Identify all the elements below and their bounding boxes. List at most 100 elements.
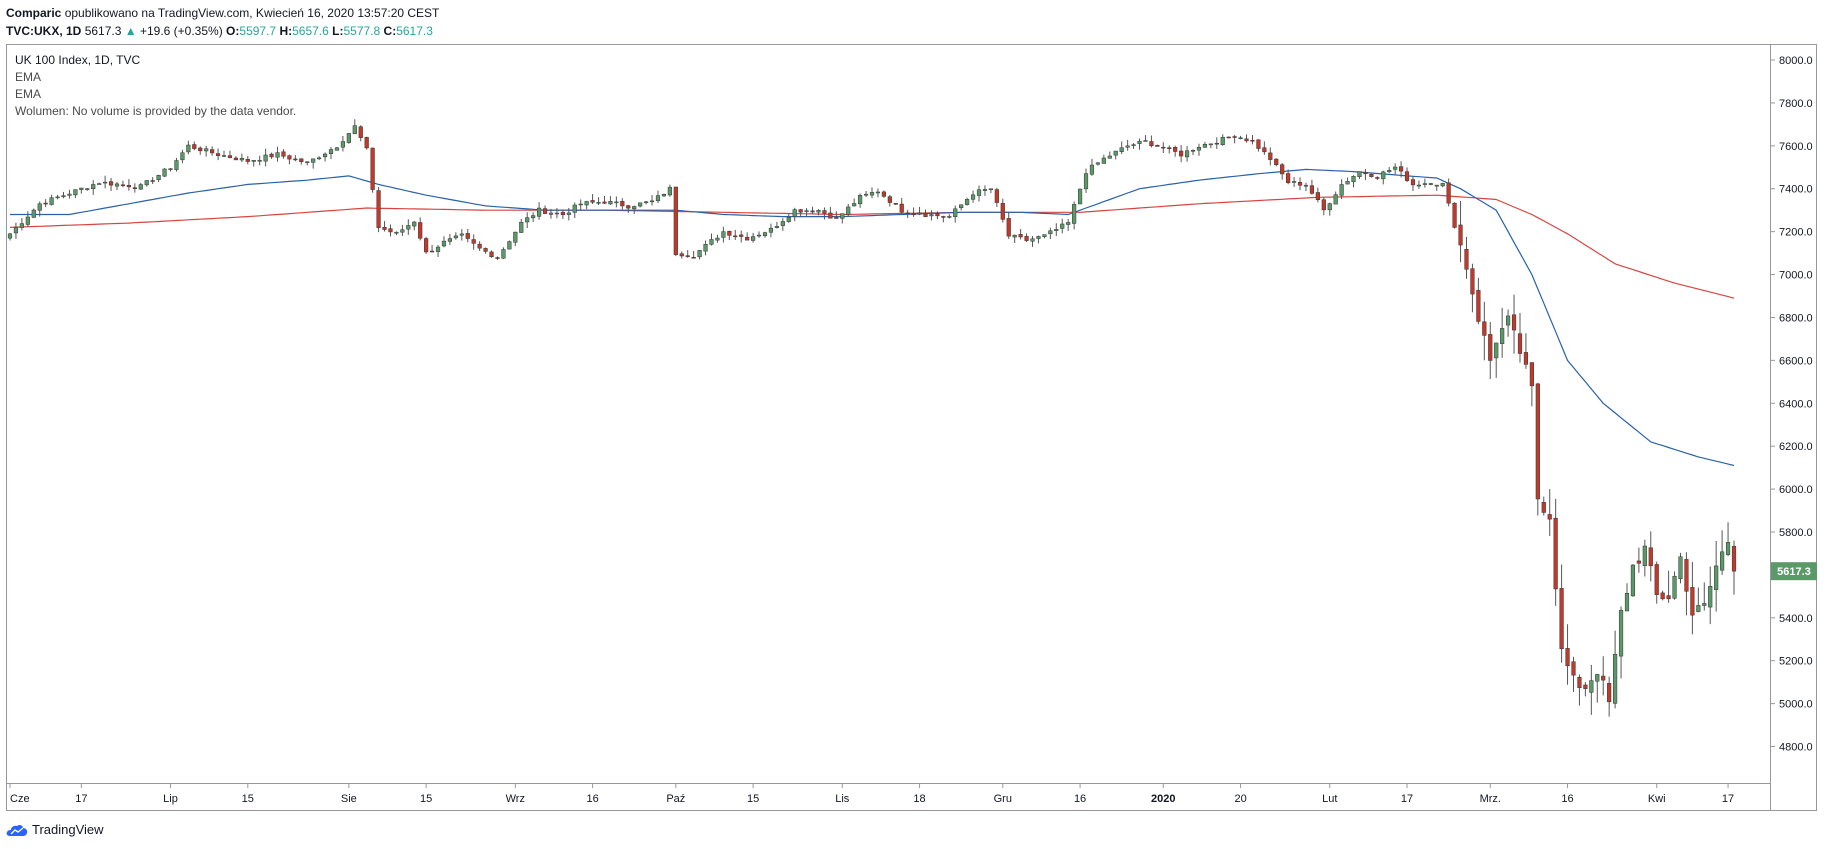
- candle-body: [120, 184, 126, 187]
- candle-body: [846, 206, 851, 215]
- candle-body: [756, 234, 762, 237]
- candle-body: [19, 223, 24, 228]
- candle-body: [970, 194, 976, 200]
- candle-body: [1036, 236, 1041, 239]
- price-axis[interactable]: 8000.0 7800.0 7600.0 7400.0 7200.0 7000.0 6800…: [1770, 55, 1813, 754]
- candle-body: [1060, 223, 1065, 229]
- candle-body: [1506, 315, 1511, 326]
- candle-body: [1583, 684, 1588, 689]
- candle-body: [661, 194, 667, 197]
- candle-body: [1012, 234, 1017, 238]
- publish-header: Comparic opublikowano na TradingView.com…: [6, 4, 1806, 40]
- candlestick-chart[interactable]: 8000.0 7800.0 7600.0 7400.0 7200.0 7000.0 6800…: [6, 44, 1823, 811]
- candle-body: [804, 210, 809, 212]
- candle-body: [792, 209, 797, 217]
- candle-body: [751, 236, 756, 241]
- candle-body: [1184, 150, 1190, 158]
- candle-body: [531, 215, 536, 219]
- candle-body: [905, 212, 910, 215]
- candle-body: [733, 235, 738, 238]
- candle-body: [560, 211, 565, 216]
- time-axis[interactable]: Cze 17 Lip 15 Sie 15 Wrz 16 Paź 15 Lis 18 Gru 16 2020 2…: [9, 783, 1734, 805]
- time-tick-label: Wrz: [506, 793, 525, 805]
- candle-body: [554, 212, 560, 215]
- candle-body: [1214, 142, 1219, 145]
- time-tick-label: Sie: [341, 793, 357, 805]
- candle-body: [227, 155, 233, 159]
- candle-body: [1595, 674, 1600, 682]
- candle-body: [1690, 587, 1695, 616]
- publish-info: Comparic opublikowano na TradingView.com…: [6, 4, 1806, 22]
- price-tick-label: 6000.0: [1779, 484, 1813, 496]
- candle-body: [852, 203, 857, 207]
- candle-body: [1452, 202, 1457, 228]
- last-price-badge: 5617.3: [1771, 562, 1817, 581]
- author-name[interactable]: Comparic: [6, 6, 62, 20]
- time-tick-label: 17: [1722, 793, 1734, 805]
- candle-body: [1066, 222, 1071, 225]
- candle-body: [1458, 224, 1463, 246]
- candle-body: [144, 180, 149, 186]
- price-tick-label: 7200.0: [1779, 227, 1813, 239]
- candle-body: [935, 213, 940, 217]
- candle-body: [881, 191, 886, 197]
- candle-body: [887, 196, 892, 203]
- last-price-badge-label: 5617.3: [1777, 566, 1811, 578]
- candle-body: [221, 155, 227, 157]
- candle-body: [709, 239, 714, 245]
- candle-body: [138, 184, 143, 190]
- candle-body: [263, 154, 268, 162]
- time-tick-label: Lut: [1322, 793, 1337, 805]
- candle-body: [590, 200, 595, 203]
- candle-body: [1725, 542, 1731, 555]
- candle-body: [400, 229, 405, 233]
- candle-body: [1208, 143, 1213, 146]
- candle-body: [1202, 144, 1207, 148]
- legend-ema-2[interactable]: EMA: [15, 87, 42, 101]
- candle-body: [180, 152, 185, 161]
- candle-body: [525, 217, 530, 223]
- candle-body: [697, 250, 702, 258]
- candle-body: [965, 199, 970, 205]
- candle-body: [441, 240, 447, 247]
- price-tick-label: 7600.0: [1779, 141, 1813, 153]
- candle-body: [1369, 174, 1374, 177]
- candle-body: [1006, 218, 1011, 237]
- candle-body: [1072, 204, 1077, 224]
- candle-body: [1672, 575, 1677, 599]
- candle-body: [287, 155, 292, 160]
- candle-body: [418, 222, 423, 239]
- candle-body: [352, 125, 357, 135]
- tradingview-cloud-icon[interactable]: [6, 823, 28, 837]
- candle-body: [192, 144, 197, 149]
- candle-body: [602, 201, 607, 204]
- candle-body: [25, 216, 30, 225]
- candle-body: [79, 187, 84, 190]
- time-tick-label: 16: [1074, 793, 1086, 805]
- candle-body: [1488, 334, 1493, 361]
- candle-body: [406, 225, 411, 230]
- chart-legend: UK 100 Index, 1D, TVC EMA EMA Wolumen: N…: [15, 52, 296, 120]
- candle-body: [1256, 139, 1261, 149]
- time-tick-label: 20: [1234, 793, 1246, 805]
- candle-body: [305, 161, 310, 164]
- legend-volume[interactable]: Wolumen: No volume is provided by the da…: [15, 104, 297, 118]
- candle-body: [1535, 383, 1540, 500]
- time-tick-label: Lip: [163, 793, 178, 805]
- legend-ema-1[interactable]: EMA: [15, 70, 42, 84]
- candle-body: [1101, 157, 1106, 164]
- chart-frame[interactable]: 8000.0 7800.0 7600.0 7400.0 7200.0 7000.0 6800…: [6, 44, 1823, 811]
- candle-body: [114, 183, 120, 187]
- candle-body: [721, 231, 726, 238]
- candle-body: [275, 152, 280, 158]
- candle-body: [1714, 565, 1719, 590]
- candle-body: [489, 251, 494, 258]
- candle-body: [233, 157, 238, 161]
- candle-body: [1351, 176, 1356, 183]
- footer-brand[interactable]: TradingView: [32, 822, 104, 837]
- candle-body: [1125, 145, 1130, 148]
- last-price: 5617.3: [84, 24, 122, 38]
- legend-title[interactable]: UK 100 Index, 1D, TVC: [15, 53, 141, 67]
- candle-body: [834, 217, 839, 219]
- candle-body: [768, 227, 774, 233]
